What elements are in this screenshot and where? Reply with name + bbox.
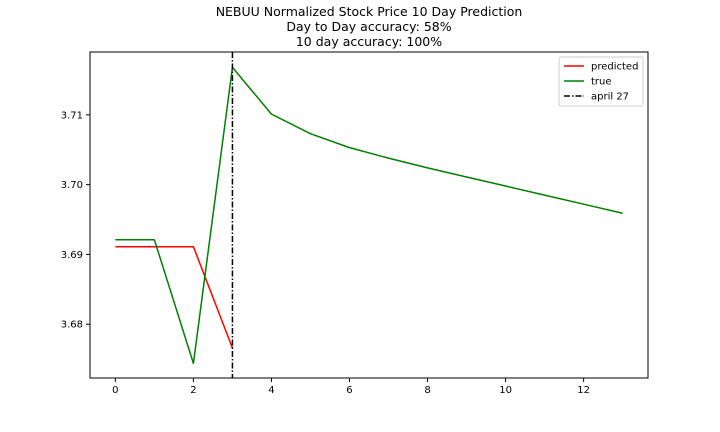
legend: predicted true april 27 xyxy=(558,56,644,107)
x-tick-label: 6 xyxy=(346,385,352,396)
y-tick-label: 3.70 xyxy=(61,180,83,191)
chart-title: NEBUU Normalized Stock Price 10 Day Pred… xyxy=(216,4,523,19)
x-tick-label: 10 xyxy=(499,385,512,396)
series-line-predicted xyxy=(115,246,234,349)
legend-label-true: true xyxy=(591,77,612,88)
plot-area xyxy=(89,51,649,379)
x-tick-label: 0 xyxy=(112,385,118,396)
x-tick-label: 12 xyxy=(577,385,590,396)
legend-box xyxy=(558,56,644,107)
axes-frame xyxy=(89,51,649,379)
y-tick-label: 3.69 xyxy=(61,250,83,261)
chart-subtitle-10day-accuracy: 10 day accuracy: 100% xyxy=(296,34,442,49)
x-tick-label: 2 xyxy=(190,385,196,396)
x-tick-label: 4 xyxy=(268,385,274,396)
x-axis: 0 2 4 6 8 10 12 xyxy=(112,378,590,396)
chart-subtitle-day-accuracy: Day to Day accuracy: 58% xyxy=(286,19,451,34)
y-axis: 3.68 3.69 3.70 3.71 xyxy=(61,110,90,331)
series-line-true xyxy=(115,66,623,365)
x-tick-label: 8 xyxy=(424,385,430,396)
legend-label-predicted: predicted xyxy=(591,62,638,73)
y-tick-label: 3.71 xyxy=(61,110,83,121)
legend-label-april-27: april 27 xyxy=(591,92,629,103)
y-tick-label: 3.68 xyxy=(61,320,83,331)
series-layer xyxy=(115,66,623,365)
